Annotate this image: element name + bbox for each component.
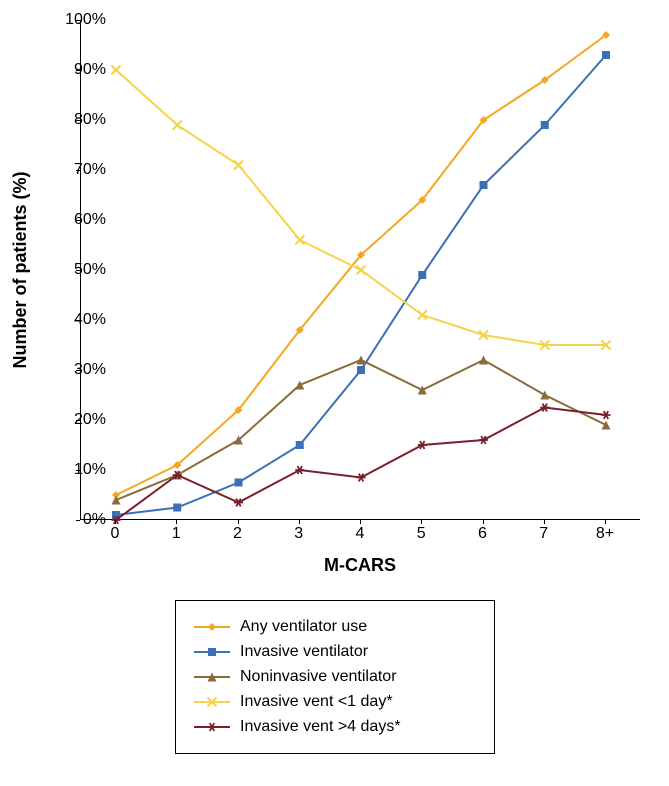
x-tick-label: 0 (95, 525, 135, 543)
legend-label: Invasive ventilator (240, 643, 368, 661)
series-marker (296, 441, 304, 449)
x-axis-label: M-CARS (80, 555, 640, 576)
series-marker (295, 381, 304, 390)
series-marker (295, 236, 304, 245)
series-marker (541, 121, 549, 129)
series-line (116, 55, 606, 515)
y-tick-label: 90% (56, 61, 106, 79)
series-marker (540, 391, 549, 400)
series-marker (357, 356, 366, 365)
series-marker (112, 496, 121, 505)
y-tick-label: 70% (56, 161, 106, 179)
x-tick-label: 8+ (585, 525, 625, 543)
legend-item: Invasive ventilator (194, 641, 476, 663)
y-tick-label: 80% (56, 111, 106, 129)
y-axis-label: Number of patients (%) (10, 171, 31, 368)
legend-item: Noninvasive ventilator (194, 666, 476, 688)
legend-marker (194, 642, 230, 662)
y-tick-label: 50% (56, 261, 106, 279)
series-marker (602, 51, 610, 59)
x-tick-label: 3 (279, 525, 319, 543)
series-marker (357, 366, 365, 374)
chart-svg (81, 20, 640, 519)
legend-marker (194, 617, 230, 637)
series-marker (173, 504, 181, 512)
series-marker (479, 356, 488, 365)
series-marker (480, 181, 488, 189)
series-marker (234, 161, 243, 170)
legend-item: Invasive vent <1 day* (194, 691, 476, 713)
series-marker (235, 479, 243, 487)
legend-marker (194, 717, 230, 737)
legend-label: Invasive vent <1 day* (240, 693, 393, 711)
legend-label: Invasive vent >4 days* (240, 718, 401, 736)
y-tick-label: 20% (56, 411, 106, 429)
legend-marker (194, 667, 230, 687)
series-line (116, 35, 606, 495)
y-tick-label: 60% (56, 211, 106, 229)
y-tick-label: 10% (56, 461, 106, 479)
y-tick-label: 40% (56, 311, 106, 329)
y-tick-label: 100% (56, 11, 106, 29)
series-marker (173, 121, 182, 130)
legend-label: Noninvasive ventilator (240, 668, 397, 686)
series-marker (602, 421, 611, 430)
series-marker (357, 266, 366, 275)
x-tick-label: 6 (463, 525, 503, 543)
x-tick-label: 2 (218, 525, 258, 543)
x-tick-label: 7 (524, 525, 564, 543)
legend-item: Invasive vent >4 days* (194, 716, 476, 738)
x-tick-label: 4 (340, 525, 380, 543)
legend-item: Any ventilator use (194, 616, 476, 638)
legend: Any ventilator use Invasive ventilator Non… (175, 600, 495, 754)
x-tick-label: 5 (401, 525, 441, 543)
plot-area (80, 20, 640, 520)
series-marker (418, 386, 427, 395)
series-line (116, 70, 606, 345)
chart-container: Number of patients (%) M-CARS 0%10%20%30… (0, 0, 669, 786)
x-tick-label: 1 (156, 525, 196, 543)
series-marker (112, 66, 121, 75)
legend-marker (194, 692, 230, 712)
legend-label: Any ventilator use (240, 618, 367, 636)
y-tick-label: 30% (56, 361, 106, 379)
series-marker (418, 271, 426, 279)
series-marker (602, 411, 611, 419)
